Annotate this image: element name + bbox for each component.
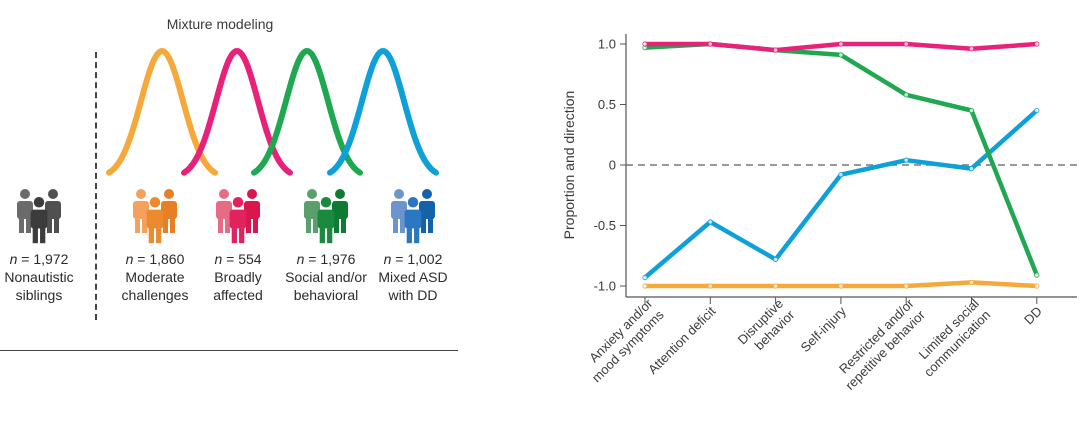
people-icon <box>133 189 177 244</box>
group-mixed-asd-dd: n = 1,002 Mixed ASD with DD <box>363 188 463 304</box>
data-point <box>642 41 648 47</box>
bottom-rule <box>0 350 458 351</box>
group-broadly-affected: n = 554 Broadly affected <box>188 188 288 304</box>
series-broadly-affected <box>642 41 1040 53</box>
person-figure <box>146 197 164 244</box>
data-point <box>838 283 844 289</box>
person-figure <box>133 189 149 233</box>
data-point <box>838 52 844 58</box>
x-tick-label-line: Self-injury <box>798 303 850 355</box>
people-icon <box>17 189 61 244</box>
group-count: n = 1,860 <box>125 251 185 267</box>
data-point <box>968 279 975 285</box>
person-figure <box>17 189 33 233</box>
data-point <box>707 41 713 47</box>
group-count: n = 1,976 <box>296 251 356 267</box>
group-label: Social and/or <box>285 269 367 285</box>
mixture-modeling-panel: Mixture modeling n = 1,972 Nonautistic s… <box>0 0 470 430</box>
data-point <box>968 166 975 172</box>
data-point <box>838 172 844 178</box>
x-tick-label: DD <box>1021 304 1045 328</box>
group-label: Broadly <box>214 269 262 285</box>
group-count: n = 1,972 <box>9 251 69 267</box>
data-point <box>903 283 909 289</box>
x-tick-label-line: DD <box>1021 304 1045 328</box>
dashed-divider <box>95 52 97 320</box>
group-label-line2: with DD <box>388 287 438 303</box>
mixture-curve <box>181 48 293 176</box>
person-figure <box>317 197 335 244</box>
person-figure <box>332 189 348 233</box>
group-label-line2: challenges <box>121 287 189 303</box>
group-label: Nonautistic <box>4 269 74 285</box>
group-label: Moderate <box>125 269 185 285</box>
person-figure <box>229 197 247 244</box>
person-figure <box>244 189 260 233</box>
data-point <box>838 41 844 47</box>
data-point <box>642 283 648 289</box>
data-point <box>1034 41 1040 47</box>
group-count: n = 1,002 <box>383 251 443 267</box>
series-lines <box>642 41 1040 289</box>
group-social-behavioral: n = 1,976 Social and/or behavioral <box>276 188 376 304</box>
panel-title: Mixture modeling <box>166 16 274 32</box>
axes: 1.0 0.5 0 -0.5 -1.0 <box>594 34 1080 304</box>
mixture-curves <box>106 48 439 176</box>
data-point <box>1034 107 1040 114</box>
group-label: Mixed ASD <box>378 269 448 285</box>
person-figure <box>404 197 422 244</box>
mixture-curve <box>327 48 439 176</box>
person-figure <box>45 189 61 233</box>
y-tick-label: -0.5 <box>594 218 616 233</box>
x-tick-label: Restricted and/orrepetitive behavior <box>831 295 929 393</box>
group-label-line2: siblings <box>15 287 63 303</box>
y-tick-label: 0.5 <box>598 97 616 112</box>
data-point <box>642 274 648 281</box>
series-moderate-challenges <box>642 279 1040 289</box>
y-tick-label: 1.0 <box>598 37 616 52</box>
data-point <box>1034 283 1040 289</box>
person-figure <box>391 189 407 233</box>
group-label-line2: affected <box>213 287 263 303</box>
data-point <box>968 107 975 114</box>
mixture-curve <box>106 48 218 176</box>
person-figure <box>30 197 48 244</box>
data-point <box>903 41 909 47</box>
group-moderate-challenges: n = 1,860 Moderate challenges <box>105 188 205 304</box>
data-point <box>707 219 713 225</box>
data-point <box>773 256 779 262</box>
mixture-curve <box>251 48 363 176</box>
person-figure <box>304 189 320 233</box>
data-point <box>707 283 713 289</box>
person-figure <box>216 189 232 233</box>
person-figure <box>419 189 435 233</box>
x-tick-label: Self-injury <box>798 303 850 355</box>
data-point <box>968 46 975 52</box>
group-count: n = 554 <box>214 251 262 267</box>
series-mixed-asd-with-dd <box>642 107 1040 281</box>
people-icon <box>391 189 435 244</box>
x-tick-label: Disruptivebehavior <box>735 295 798 358</box>
person-figure <box>161 189 177 233</box>
series-line <box>643 108 1039 280</box>
x-tick-label: Limited socialcommunication <box>910 296 994 380</box>
y-tick-label: 0 <box>609 158 616 173</box>
data-point <box>773 283 779 289</box>
data-point <box>903 157 909 163</box>
proportion-direction-chart: Proportion and direction 1.0 0.5 0 -0.5 -1.0… <box>561 34 1080 393</box>
y-axis-label: Proportion and direction <box>561 91 577 240</box>
data-point <box>1034 272 1040 278</box>
y-tick-label: -1.0 <box>594 279 616 294</box>
series-line <box>644 41 1039 276</box>
data-point <box>903 92 909 98</box>
group-nonautistic-siblings: n = 1,972 Nonautistic siblings <box>0 188 89 304</box>
data-point <box>773 47 779 53</box>
people-icon <box>216 189 260 244</box>
group-label-line2: behavioral <box>293 287 359 303</box>
people-icon <box>304 189 348 244</box>
